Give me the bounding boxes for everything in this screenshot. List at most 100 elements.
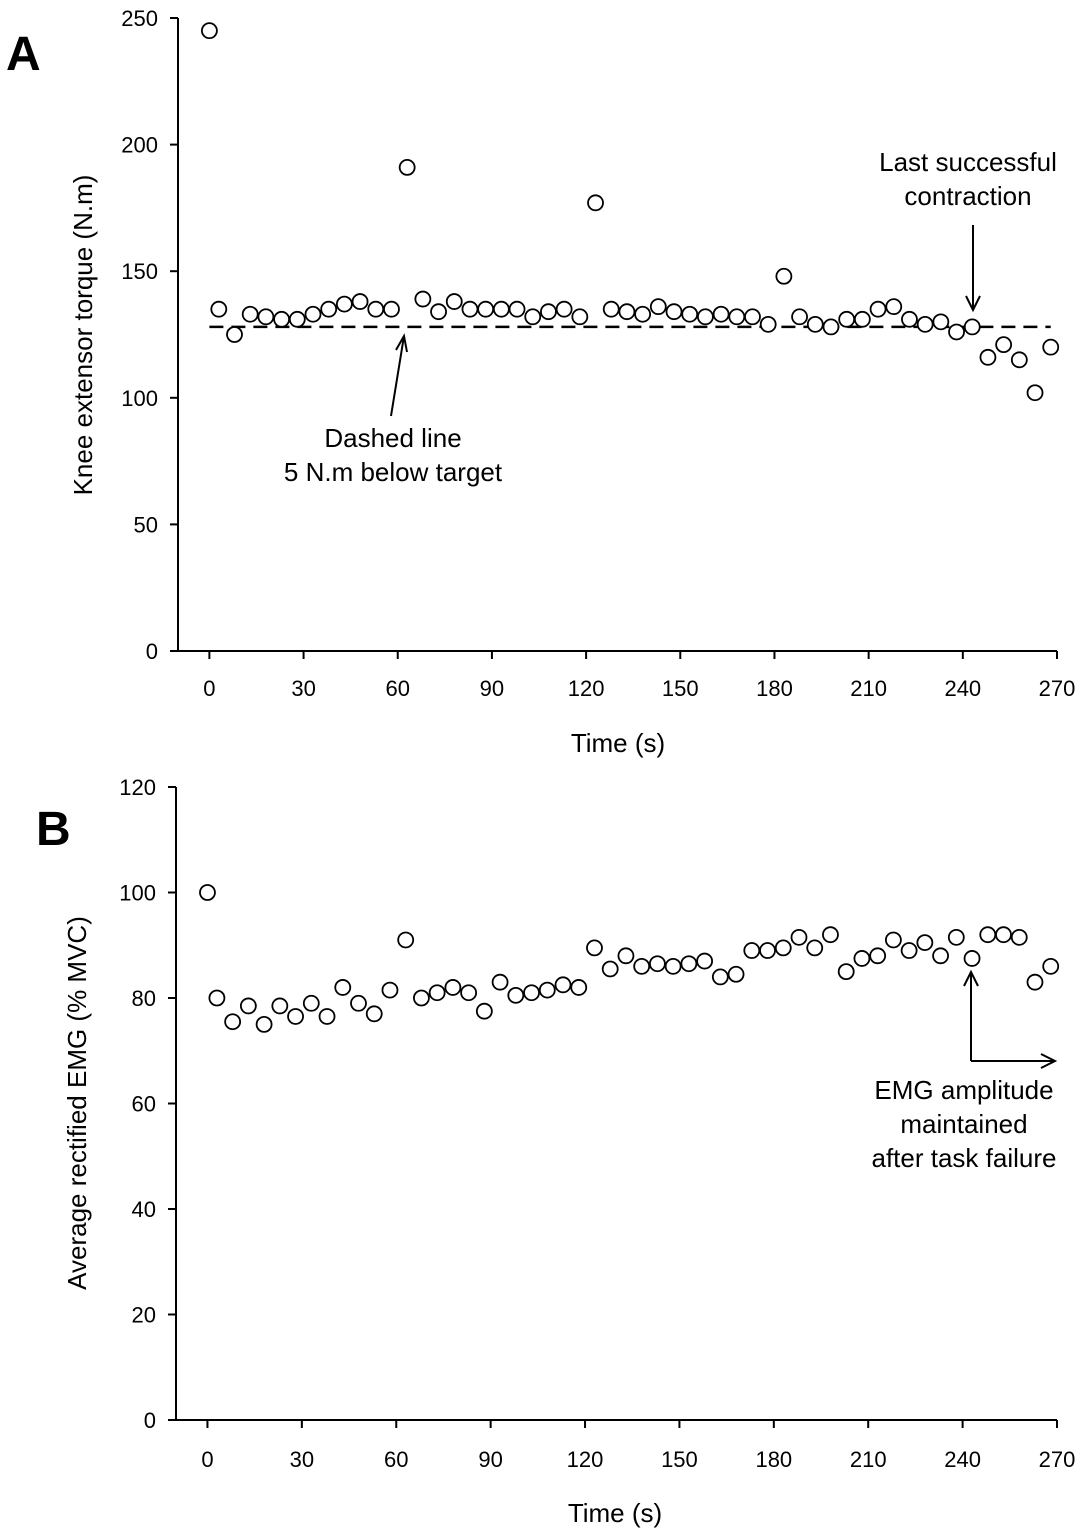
b-data-point	[523, 984, 540, 1002]
a-x-tick-label: 270	[1039, 676, 1076, 701]
panel-b-data-points	[199, 884, 1060, 1033]
a-data-point	[273, 310, 290, 328]
b-data-point	[255, 1015, 273, 1033]
b-x-tick-label: 0	[201, 1447, 213, 1472]
a-x-tick-label: 60	[386, 676, 410, 701]
a-data-point	[744, 308, 761, 326]
a-y-tick-label: 250	[121, 6, 158, 31]
emg-arrow-up-head	[963, 969, 979, 987]
b-x-tick-label: 90	[478, 1447, 502, 1472]
emg-arrow-right-head	[1040, 1053, 1058, 1069]
a-data-point	[210, 300, 228, 318]
a-x-tick-label: 150	[662, 676, 699, 701]
b-y-tick-label: 100	[119, 881, 156, 906]
b-data-point	[350, 994, 367, 1012]
a-data-point	[885, 298, 903, 316]
b-data-point	[428, 984, 446, 1002]
b-data-point	[287, 1008, 304, 1025]
panel-b-y-axis-label: Average rectified EMG (% MVC)	[62, 916, 92, 1290]
b-data-point	[413, 989, 430, 1007]
annotation-emg-line3: after task failure	[872, 1143, 1057, 1173]
a-y-tick-label: 0	[146, 639, 158, 664]
b-data-point	[199, 884, 216, 901]
b-data-point	[774, 939, 792, 957]
b-y-tick-label: 80	[132, 986, 156, 1011]
b-data-point	[444, 979, 462, 996]
b-x-tick-label: 60	[384, 1447, 408, 1472]
a-data-point	[524, 308, 542, 326]
panel-a-data-points	[200, 22, 1060, 402]
a-data-point	[1010, 351, 1028, 369]
a-data-point	[241, 305, 259, 323]
a-data-point	[901, 310, 918, 328]
b-data-point	[1010, 928, 1028, 946]
b-data-point	[790, 928, 808, 946]
a-data-point	[697, 308, 714, 326]
a-x-tick-label: 120	[568, 676, 605, 701]
a-x-tick-label: 240	[944, 676, 981, 701]
panel-a-annotations: Dashed line 5 N.m below target Last succ…	[284, 147, 1057, 487]
annotation-dashed-line-line1: Dashed line	[324, 423, 461, 453]
b-data-point	[900, 942, 918, 959]
b-data-point	[947, 928, 965, 946]
b-data-point	[554, 976, 572, 994]
panel-b-axes: 0 20 40 60 80 100 120 0 30 60 90 120 150 180 210 240 270	[119, 775, 1075, 1472]
a-data-point	[948, 323, 965, 341]
a-data-point	[618, 303, 636, 321]
panel-a-x-axis-label: Time (s)	[571, 728, 665, 758]
panel-a: A Knee extensor torque (N.m) Time (s) 0 5…	[6, 6, 1075, 758]
a-data-point	[508, 300, 526, 318]
a-x-tick-label: 180	[756, 676, 793, 701]
b-data-point	[696, 952, 713, 970]
b-data-point	[633, 957, 651, 975]
b-data-point	[664, 957, 682, 975]
a-data-point	[681, 305, 699, 323]
b-x-tick-label: 30	[290, 1447, 314, 1472]
a-data-point	[1042, 338, 1060, 356]
a-x-tick-label: 90	[480, 676, 504, 701]
b-data-point	[711, 968, 729, 986]
a-data-point	[932, 313, 950, 331]
b-data-point	[869, 947, 887, 965]
a-data-point	[200, 22, 218, 40]
panel-b-annotations: EMG amplitude maintained after task fail…	[872, 969, 1058, 1173]
b-x-tick-label: 270	[1039, 1447, 1076, 1472]
a-data-point	[288, 310, 306, 328]
b-data-point	[224, 1013, 242, 1031]
a-y-tick-label: 50	[134, 512, 158, 537]
b-y-tick-label: 60	[132, 1092, 156, 1117]
a-data-point	[634, 305, 652, 323]
a-data-point	[571, 308, 589, 326]
b-y-tick-label: 120	[119, 775, 156, 800]
b-data-point	[853, 950, 871, 967]
annotation-dashed-line-line2: 5 N.m below target	[284, 457, 503, 487]
b-data-point	[271, 997, 289, 1015]
panel-a-label: A	[6, 28, 41, 81]
a-y-tick-label: 200	[121, 133, 158, 158]
b-data-point	[570, 979, 588, 996]
b-data-point	[1026, 973, 1044, 991]
a-data-point	[226, 326, 243, 343]
b-y-tick-label: 0	[144, 1408, 156, 1433]
b-data-point	[916, 934, 934, 952]
a-data-point	[477, 300, 495, 318]
a-data-point	[445, 293, 463, 310]
b-x-tick-label: 120	[567, 1447, 604, 1472]
a-data-point	[963, 318, 981, 336]
dashed-line-arrow-shaft	[390, 335, 405, 417]
b-data-point	[601, 960, 619, 978]
b-data-point	[979, 926, 997, 944]
b-data-point	[381, 981, 399, 999]
a-data-point	[791, 308, 808, 326]
a-data-point	[351, 293, 369, 310]
a-data-point	[728, 308, 746, 326]
b-data-point	[963, 950, 981, 967]
annotation-emg-line2: maintained	[900, 1109, 1027, 1139]
b-data-point	[680, 955, 698, 973]
b-data-point	[932, 947, 949, 965]
a-data-point	[414, 290, 432, 308]
b-data-point	[208, 989, 226, 1007]
b-data-point	[475, 1002, 493, 1020]
a-x-tick-label: 210	[850, 676, 887, 701]
